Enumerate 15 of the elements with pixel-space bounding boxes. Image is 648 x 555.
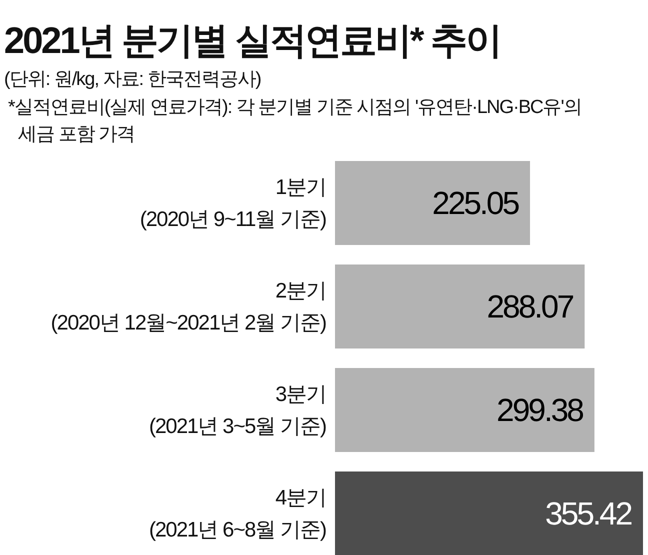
data-label: 225.05: [432, 185, 520, 221]
y-tick-label: 3분기 (2021년 3~5월 기준): [149, 383, 326, 438]
y-tick-label: 1분기 (2020년 9~11월 기준): [140, 176, 326, 231]
text: *실적연료비(실제 연료가격): 각 분기별 기준 시점의 '유연탄·LNG·BC유'의 세금 포함 가격: [8, 96, 582, 147]
chart-title: 2021년 분기별 실적연료비* 추이: [4, 19, 501, 63]
bar: [335, 264, 585, 348]
y-tick-label: 2분기 (2020년 12월~2021년 2월 기준): [50, 280, 326, 334]
bar: [335, 472, 643, 555]
bar: [335, 161, 530, 245]
y-tick-label: 4분기 (2021년 6~8월 기준): [149, 486, 326, 542]
data-label: 355.42: [545, 496, 632, 532]
bar: [335, 368, 594, 452]
data-label: 299.38: [496, 392, 584, 428]
data-label: 288.07: [486, 288, 574, 324]
text: (단위: 원/kg, 자료: 한국전력공사): [4, 68, 261, 92]
